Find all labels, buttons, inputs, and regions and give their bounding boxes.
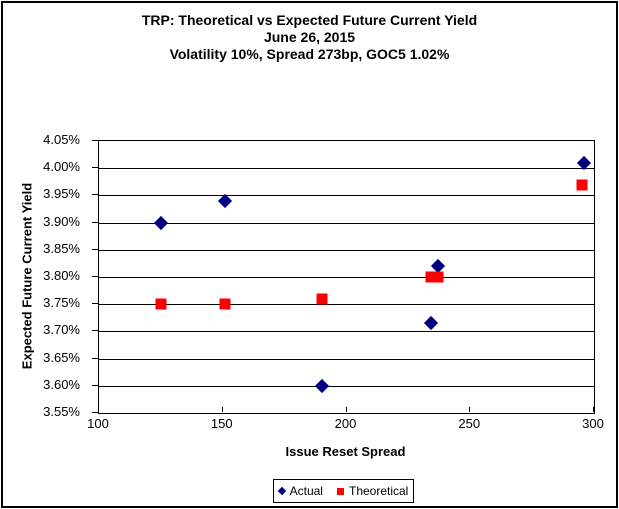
actual-data-point [153,215,168,230]
x-axis-title: Issue Reset Spread [285,444,406,459]
y-tick-label: 3.65% [43,349,80,365]
gridline [99,304,594,306]
x-axis-tick [221,407,223,412]
x-axis-tick [593,407,594,412]
theoretical-data-point [425,271,437,283]
x-axis-tick [345,407,347,412]
theoretical-data-point [219,298,231,310]
actual-data-point [314,378,329,393]
y-tick-label: 4.00% [43,159,80,175]
theoretical-data-point [316,293,328,305]
x-axis-tick [98,407,99,412]
x-tick-label: 200 [334,416,357,431]
legend-item-actual: Actual [277,484,323,498]
gridline [99,222,594,224]
theoretical-data-point [576,179,588,191]
plot-area [98,140,595,414]
legend-item-theoretical: Theoretical [336,484,409,498]
chart-title-line-3: Volatility 10%, Spread 273bp, GOC5 1.02% [169,46,450,62]
y-tick-label: 3.90% [43,213,80,229]
gridline [99,277,594,278]
y-axis-tick [92,357,98,359]
y-axis-tick [92,167,98,169]
theoretical-square-icon [336,487,344,495]
gridline [99,358,594,360]
y-tick-label: 3.55% [43,404,80,419]
legend-box: Actual Theoretical [273,479,414,503]
y-tick-label: 3.95% [43,186,80,202]
y-tick-label: 4.05% [43,132,80,147]
y-tick-label: 3.85% [43,240,80,256]
chart-title-line-2: June 26, 2015 [263,29,356,45]
chart-title-block: TRP: Theoretical vs Expected Future Curr… [0,12,619,63]
gridline [99,195,594,197]
y-axis-tick [92,303,98,305]
x-tick-label: 300 [582,416,604,431]
legend-label-theoretical: Theoretical [348,484,409,498]
theoretical-data-point [432,271,444,283]
y-tick-label: 3.60% [43,376,80,392]
gridline [99,168,594,170]
y-axis-tick [92,194,98,196]
y-axis-tick [92,140,98,141]
gridline [99,331,594,333]
theoretical-data-point [155,298,167,310]
y-tick-label: 3.80% [43,268,80,283]
y-axis-tick [92,384,98,386]
actual-diamond-icon [277,486,286,496]
gridline [99,385,594,387]
gridline [99,249,594,251]
y-axis-tick [92,276,98,277]
chart-title-line-1: TRP: Theoretical vs Expected Future Curr… [141,12,478,28]
y-tick-label: 3.70% [43,322,80,338]
x-tick-label: 150 [210,416,233,431]
x-tick-label: 100 [87,416,109,431]
x-tick-label: 250 [458,416,481,431]
x-axis-tick [469,407,471,412]
y-axis-tick [92,248,98,250]
actual-data-point [423,316,438,331]
y-tick-label: 3.75% [43,295,80,311]
y-axis-tick [92,412,98,413]
y-axis-tick [92,330,98,332]
legend-label-actual: Actual [289,484,323,498]
y-axis-tick [92,221,98,223]
